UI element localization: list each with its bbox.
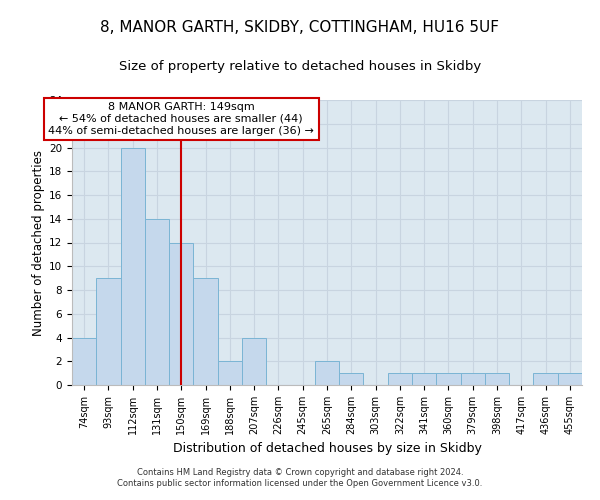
Bar (558, 373, 582, 385)
Bar (96, 278, 121, 385)
Bar (412, 373, 436, 385)
Y-axis label: Number of detached properties: Number of detached properties (32, 150, 45, 336)
Text: 8 MANOR GARTH: 149sqm
← 54% of detached houses are smaller (44)
44% of semi-deta: 8 MANOR GARTH: 149sqm ← 54% of detached … (49, 102, 314, 136)
Bar (533, 373, 558, 385)
Text: Size of property relative to detached houses in Skidby: Size of property relative to detached ho… (119, 60, 481, 73)
Bar (461, 373, 485, 385)
Text: 8, MANOR GARTH, SKIDBY, COTTINGHAM, HU16 5UF: 8, MANOR GARTH, SKIDBY, COTTINGHAM, HU16… (101, 20, 499, 35)
Bar (315, 361, 339, 385)
X-axis label: Distribution of detached houses by size in Skidby: Distribution of detached houses by size … (173, 442, 481, 456)
Bar (145, 219, 169, 385)
Bar (72, 338, 96, 385)
Bar (436, 373, 461, 385)
Text: Contains HM Land Registry data © Crown copyright and database right 2024.
Contai: Contains HM Land Registry data © Crown c… (118, 468, 482, 487)
Bar (339, 373, 364, 385)
Bar (121, 148, 145, 385)
Bar (193, 278, 218, 385)
Bar (242, 338, 266, 385)
Bar (388, 373, 412, 385)
Bar (169, 242, 193, 385)
Bar (218, 361, 242, 385)
Bar (485, 373, 509, 385)
